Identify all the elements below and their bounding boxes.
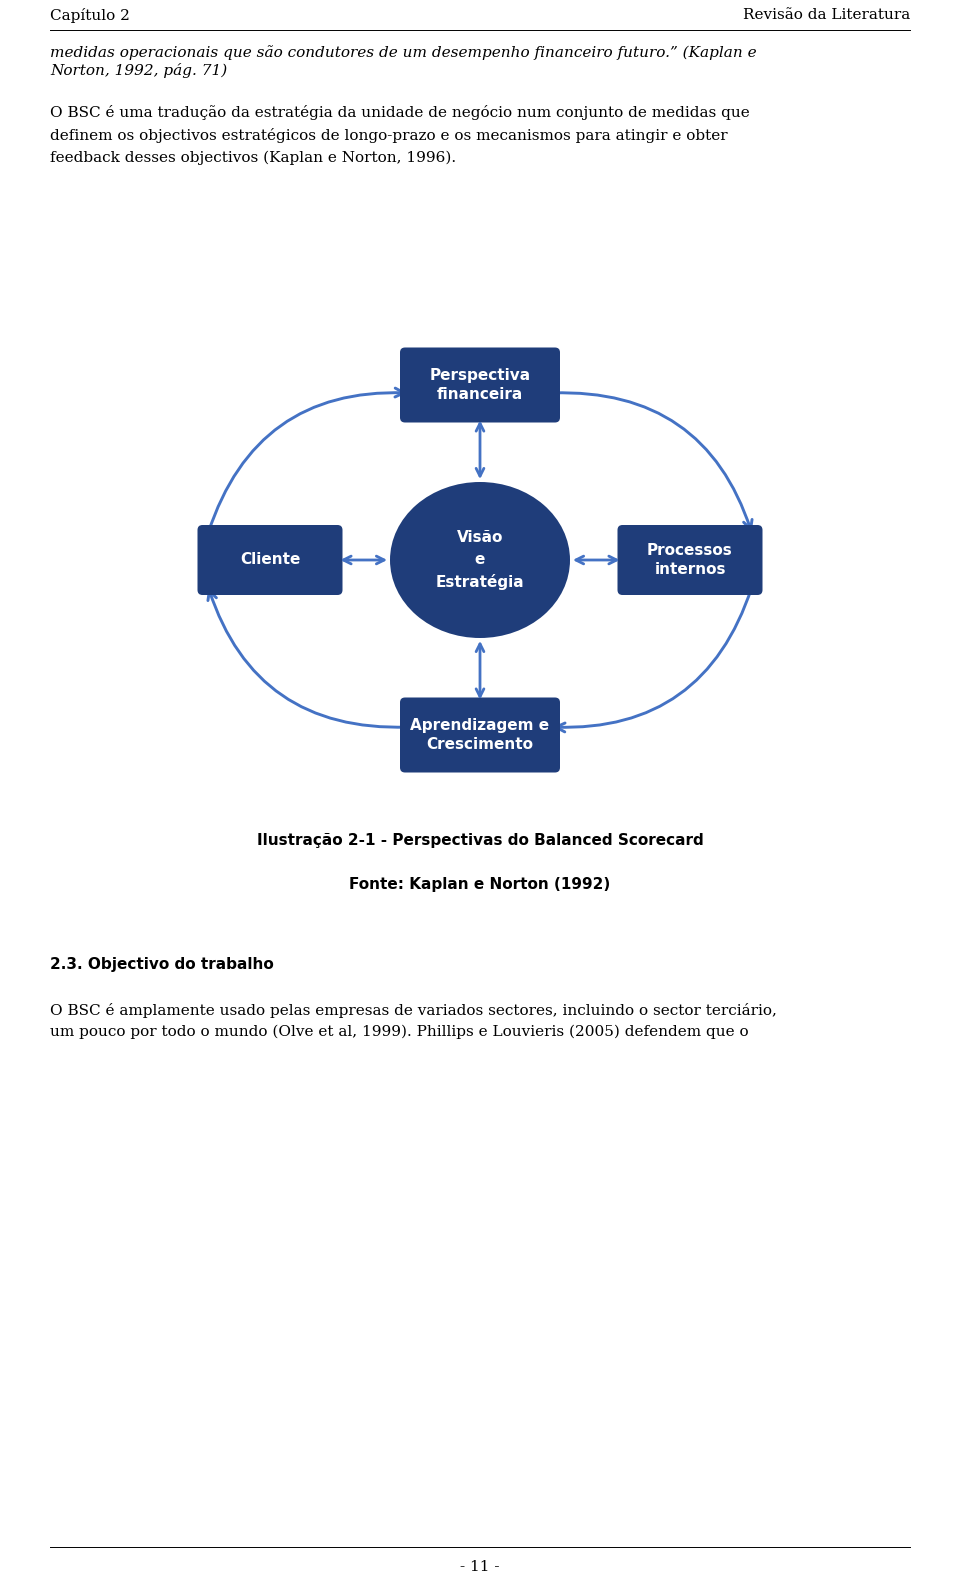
- Text: O BSC é uma tradução da estratégia da unidade de negócio num conjunto de medidas: O BSC é uma tradução da estratégia da un…: [50, 104, 750, 164]
- Text: Aprendizagem e
Crescimento: Aprendizagem e Crescimento: [411, 718, 549, 753]
- FancyBboxPatch shape: [617, 525, 762, 594]
- Text: O BSC é amplamente usado pelas empresas de variados sectores, incluindo o sector: O BSC é amplamente usado pelas empresas …: [50, 1002, 777, 1039]
- FancyBboxPatch shape: [400, 697, 560, 773]
- FancyBboxPatch shape: [400, 348, 560, 422]
- Text: Processos
internos: Processos internos: [647, 542, 732, 577]
- Text: - 11 -: - 11 -: [460, 1560, 500, 1575]
- Text: Cliente: Cliente: [240, 552, 300, 568]
- Text: Norton, 1992, pág. 71): Norton, 1992, pág. 71): [50, 63, 228, 77]
- FancyBboxPatch shape: [198, 525, 343, 594]
- Text: Revisão da Literatura: Revisão da Literatura: [743, 8, 910, 22]
- Text: 2.3. Objectivo do trabalho: 2.3. Objectivo do trabalho: [50, 958, 274, 972]
- Text: Ilustração 2-1 - Perspectivas do Balanced Scorecard: Ilustração 2-1 - Perspectivas do Balance…: [256, 833, 704, 847]
- Text: Capítulo 2: Capítulo 2: [50, 8, 130, 24]
- Text: Visão
e
Estratégia: Visão e Estratégia: [436, 530, 524, 590]
- Text: medidas operacionais que são condutores de um desempenho financeiro futuro.” (Ka: medidas operacionais que são condutores …: [50, 44, 756, 60]
- Text: Fonte: Kaplan e Norton (1992): Fonte: Kaplan e Norton (1992): [349, 877, 611, 893]
- Ellipse shape: [390, 482, 570, 639]
- Text: Perspectiva
financeira: Perspectiva financeira: [429, 368, 531, 403]
